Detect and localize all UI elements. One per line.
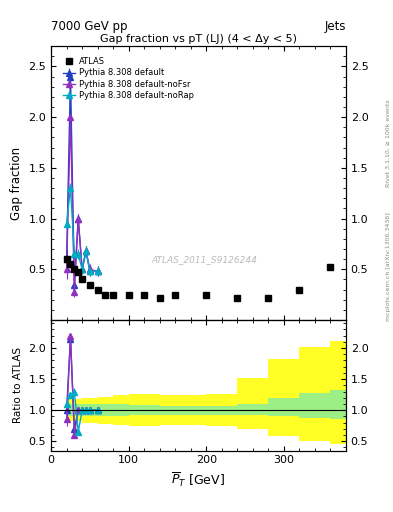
Line: ATLAS: ATLAS <box>64 257 333 301</box>
Text: Rivet 3.1.10, ≥ 100k events: Rivet 3.1.10, ≥ 100k events <box>386 99 391 187</box>
Text: mcplots.cern.ch [arXiv:1306.3436]: mcplots.cern.ch [arXiv:1306.3436] <box>386 212 391 321</box>
ATLAS <box>76 269 81 275</box>
ATLAS <box>204 292 209 298</box>
Y-axis label: Gap fraction: Gap fraction <box>10 146 23 220</box>
ATLAS <box>111 292 116 298</box>
Legend: ATLAS, Pythia 8.308 default, Pythia 8.308 default-noFsr, Pythia 8.308 default-no: ATLAS, Pythia 8.308 default, Pythia 8.30… <box>61 56 195 101</box>
Text: Jets: Jets <box>324 20 346 33</box>
ATLAS <box>95 287 100 293</box>
X-axis label: $\overline{P}_T$ [GeV]: $\overline{P}_T$ [GeV] <box>171 471 226 489</box>
Title: Gap fraction vs pT (LJ) (4 < Δy < 5): Gap fraction vs pT (LJ) (4 < Δy < 5) <box>100 34 297 44</box>
Text: 7000 GeV pp: 7000 GeV pp <box>51 20 128 33</box>
ATLAS <box>328 264 333 270</box>
ATLAS <box>173 292 178 298</box>
ATLAS <box>103 292 108 298</box>
Text: ATLAS_2011_S9126244: ATLAS_2011_S9126244 <box>151 255 257 264</box>
ATLAS <box>88 282 92 288</box>
ATLAS <box>72 266 77 272</box>
ATLAS <box>157 295 162 301</box>
ATLAS <box>68 261 73 267</box>
ATLAS <box>266 295 271 301</box>
ATLAS <box>142 292 147 298</box>
ATLAS <box>126 292 131 298</box>
Y-axis label: Ratio to ATLAS: Ratio to ATLAS <box>13 347 23 423</box>
ATLAS <box>64 256 69 262</box>
ATLAS <box>235 295 240 301</box>
ATLAS <box>80 276 84 283</box>
ATLAS <box>297 287 302 293</box>
